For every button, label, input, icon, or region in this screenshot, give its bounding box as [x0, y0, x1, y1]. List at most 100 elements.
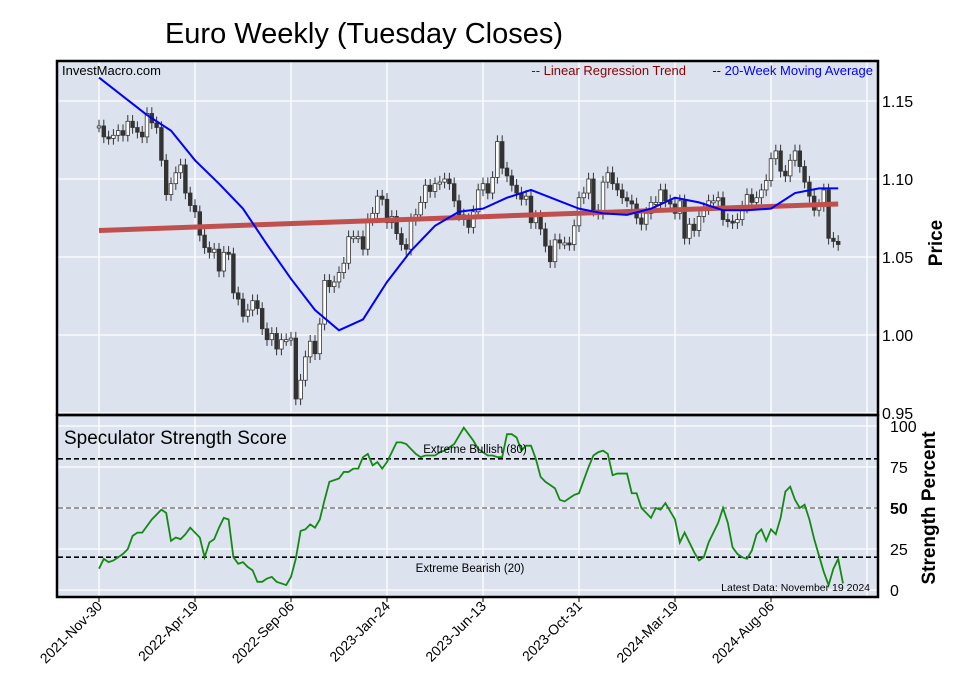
candle-down [259, 308, 265, 330]
chart-title: Euro Weekly (Tuesday Closes) [165, 18, 563, 50]
candle-up [322, 279, 327, 325]
strength-tick-label: 75 [890, 460, 908, 477]
candle-up [605, 172, 610, 183]
candle-up [475, 189, 481, 213]
candle-down [836, 240, 841, 245]
candle-up [735, 219, 740, 224]
extreme-bearish-label: Extreme Bearish (20) [416, 563, 525, 575]
candle-up [600, 181, 606, 214]
candle-up [658, 189, 663, 203]
candle-up [432, 183, 438, 192]
candle-down [567, 242, 572, 246]
candle-up [442, 178, 447, 183]
candle-up [250, 300, 255, 311]
candle-up [586, 178, 591, 194]
candle-up [298, 379, 303, 400]
candle-down [154, 122, 159, 128]
candle-down [499, 141, 505, 169]
latest-data-annotation: Latest Data: November 19 2024 [721, 582, 870, 594]
candle-up [279, 339, 284, 350]
candle-down [797, 150, 802, 167]
candle-up [331, 281, 337, 288]
strength-score-line [98, 426, 844, 588]
candle-down [235, 292, 241, 300]
candle-down [682, 200, 687, 239]
candle-up [418, 201, 423, 216]
candle-up [355, 236, 361, 240]
candle-down [639, 217, 644, 225]
candle-down [620, 189, 625, 199]
candle-up [408, 219, 414, 250]
x-tick-label: 2022-Sep-06 [229, 598, 298, 667]
strength-panel [57, 415, 878, 597]
legend-trend: -- Linear Regression Trend [531, 63, 686, 78]
price-tick-label: 1.10 [882, 172, 913, 189]
candle-up [495, 141, 500, 178]
candle-up [125, 120, 130, 136]
candle-down [159, 127, 164, 161]
price-panel [57, 61, 878, 415]
candle-down [663, 189, 668, 202]
candle-down [403, 244, 409, 250]
candle-down [312, 340, 318, 355]
candle-down [528, 195, 534, 224]
candle-up [696, 216, 702, 231]
candle-down [135, 127, 140, 133]
candle-down [802, 166, 807, 183]
candle-up [764, 180, 769, 191]
candle-down [615, 183, 620, 191]
candle-up [562, 242, 567, 246]
candle-down [101, 125, 106, 138]
candle-up [480, 183, 486, 191]
price-tick-label: 1.05 [882, 250, 913, 267]
x-tick-label: 2023-Jan-24 [326, 598, 393, 665]
candle-down [504, 167, 510, 177]
candle-up [144, 113, 150, 138]
x-tick-label: 2023-Oct-31 [519, 598, 585, 664]
candle-up [375, 195, 380, 214]
candle-down [231, 253, 236, 294]
candle-down [216, 248, 222, 272]
candle-down [427, 184, 433, 192]
candle-down [629, 200, 634, 205]
candle-down [548, 245, 553, 263]
candle-up [716, 197, 721, 202]
strength-tick-label: 25 [890, 542, 908, 559]
candle-up [288, 337, 294, 341]
candle-down [466, 219, 471, 228]
candle-down [394, 216, 399, 235]
candle-up [711, 200, 716, 204]
candle-down [778, 150, 783, 172]
price-tick-label: 1.00 [882, 328, 913, 345]
candle-up [336, 272, 342, 283]
strength-tick-label: 100 [890, 419, 917, 436]
x-tick-label: 2024-Mar-19 [613, 598, 681, 666]
candle-down [591, 178, 596, 211]
candle-down [202, 234, 207, 249]
candle-up [773, 150, 778, 160]
candle-down [240, 298, 246, 317]
candle-up [792, 150, 798, 161]
candle-down [447, 178, 452, 185]
candle-up [269, 333, 274, 341]
candle-down [120, 130, 126, 136]
candle-down [183, 164, 188, 194]
candle-down [274, 333, 279, 350]
candle-down [327, 279, 332, 288]
candle-down [725, 219, 730, 222]
candle-up [687, 223, 692, 239]
candle-down [783, 170, 788, 177]
candle-up [221, 251, 226, 272]
candle-down [293, 337, 298, 400]
candle-up [365, 219, 370, 250]
candle-up [111, 134, 116, 139]
extreme-bullish-label: Extreme Bullish (80) [423, 444, 527, 456]
price-tick-label: 1.15 [882, 94, 913, 111]
candle-up [245, 309, 250, 317]
candle-down [197, 211, 202, 236]
candle-up [490, 177, 495, 194]
candle-down [187, 192, 193, 206]
candle-down [255, 300, 260, 309]
candle-down [130, 120, 135, 128]
